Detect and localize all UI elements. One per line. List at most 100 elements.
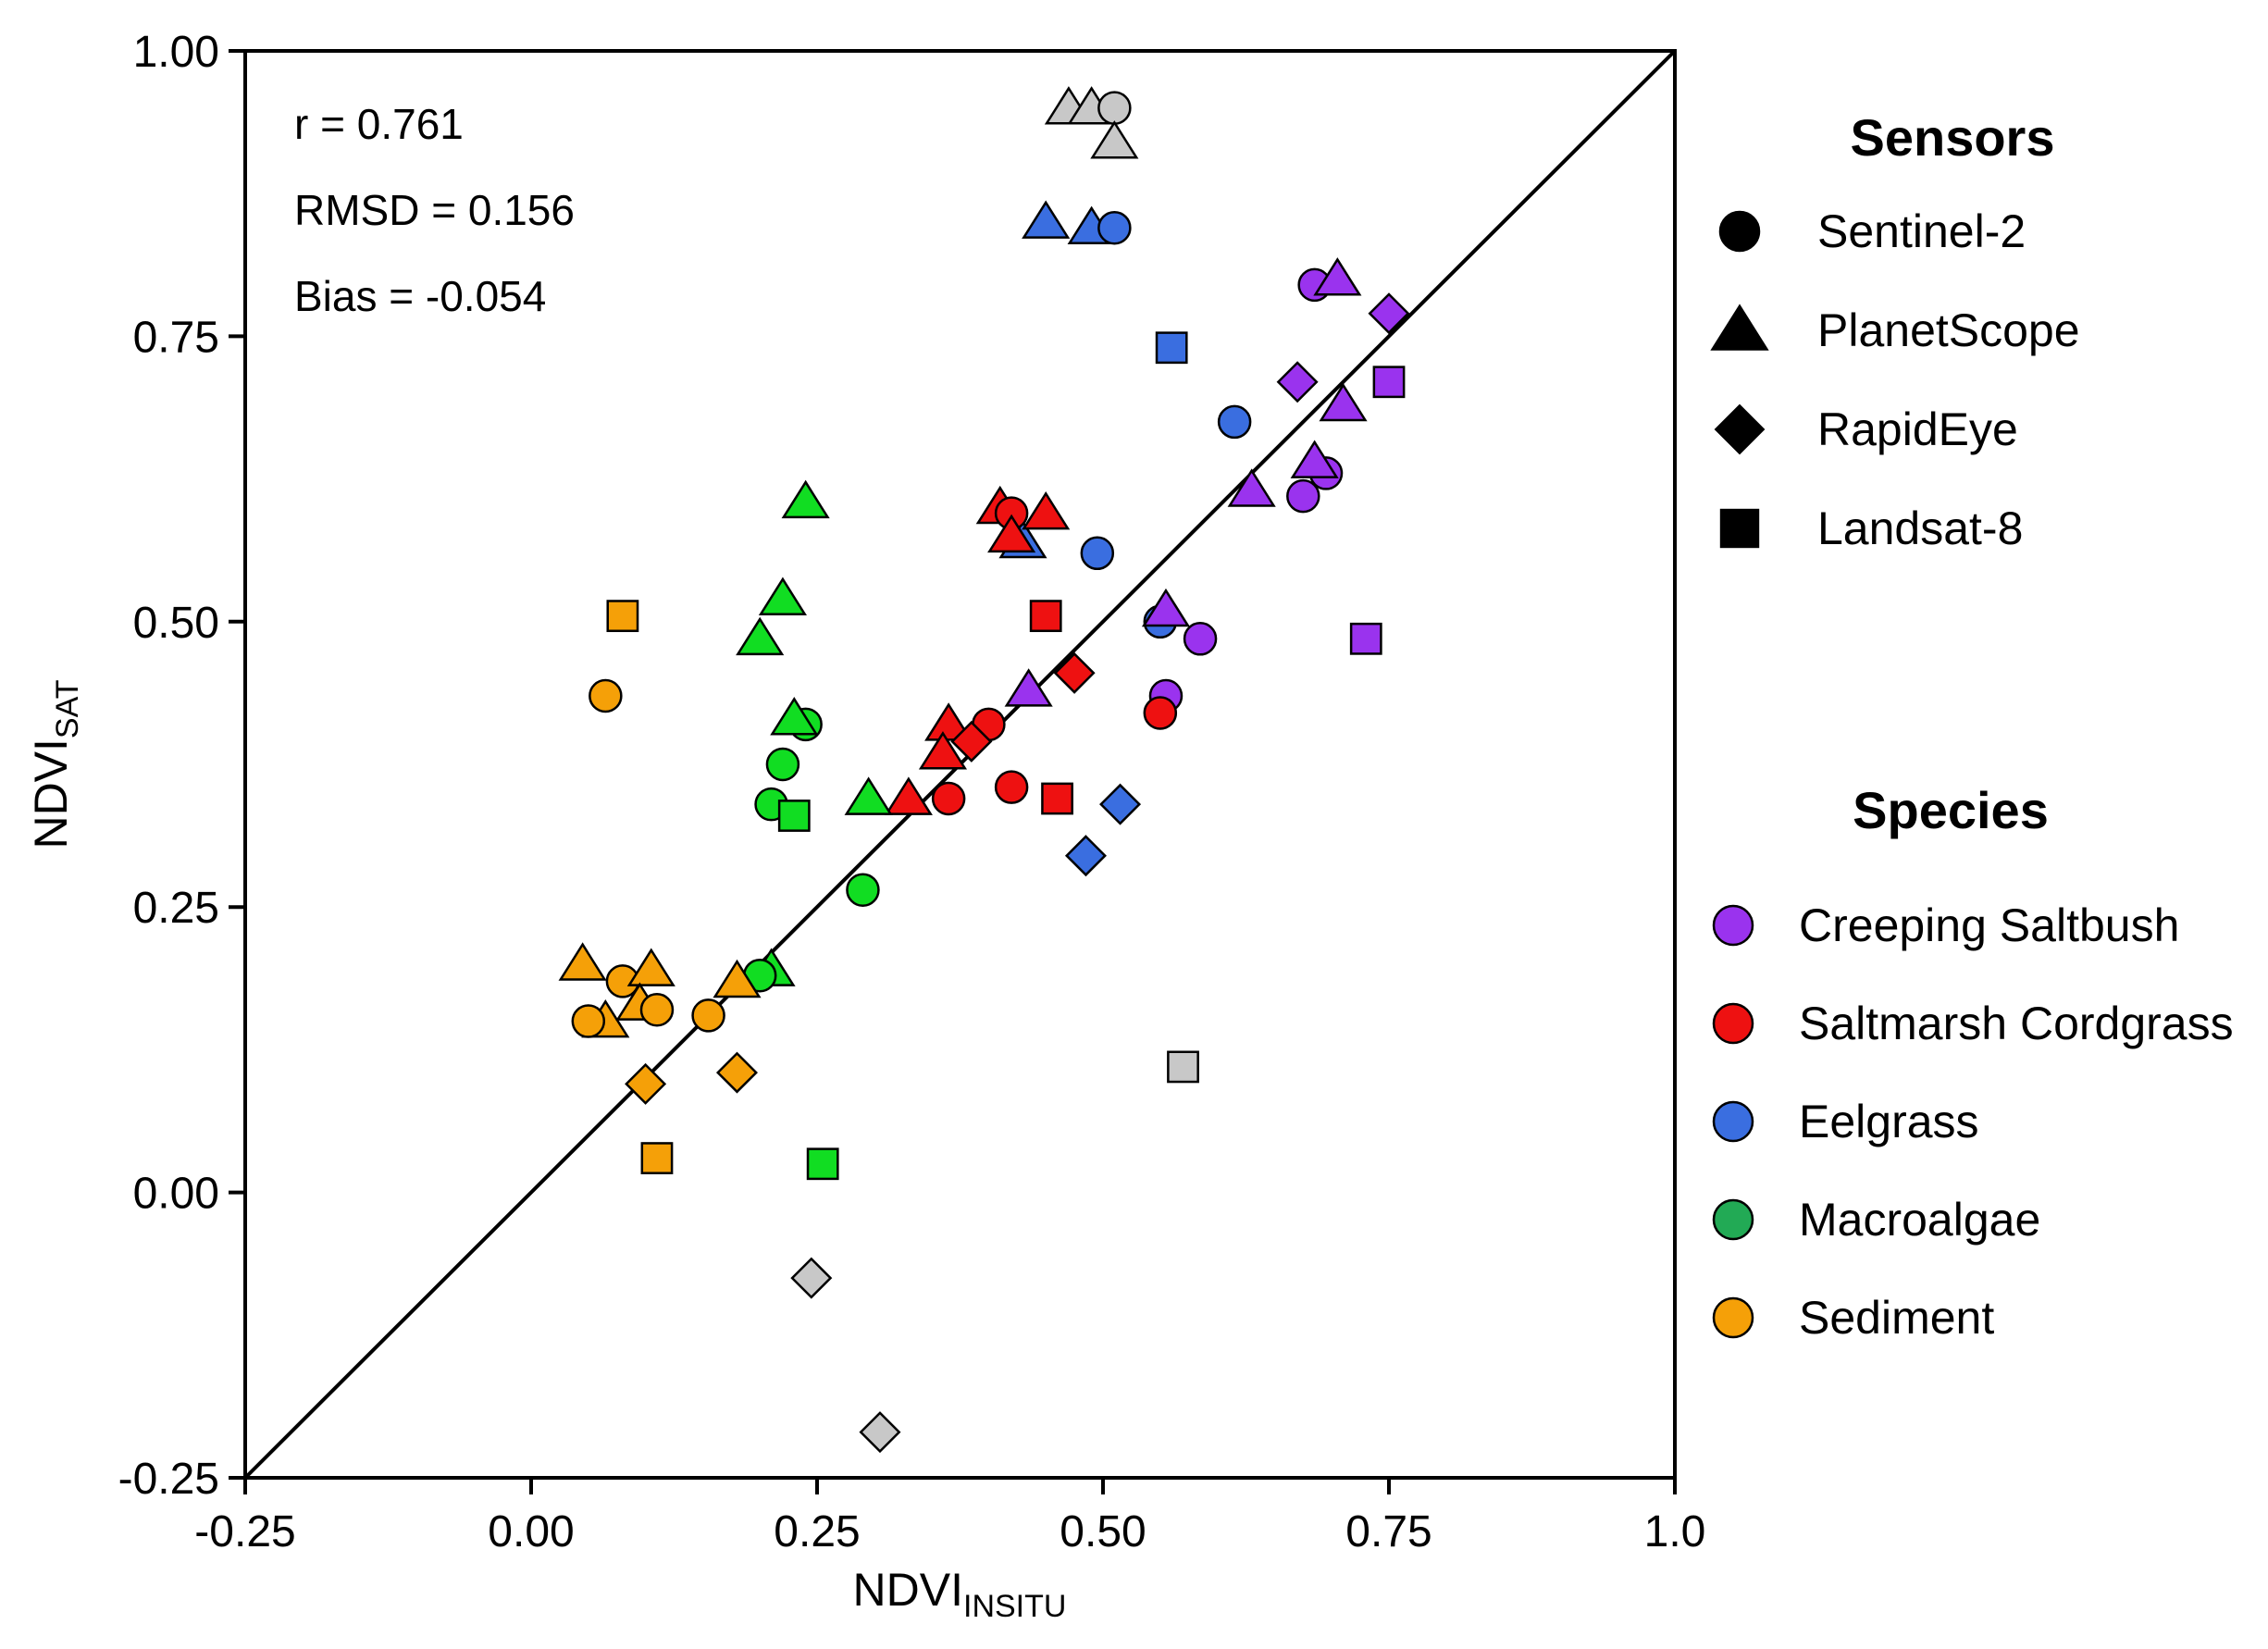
- data-point-macroalgae-circle: [765, 747, 800, 782]
- data-point-sediment-square: [606, 600, 639, 633]
- y-tick-label: 0.50: [133, 599, 219, 648]
- legend-species-label: Eelgrass: [1799, 1096, 1979, 1147]
- y-tick-label: -0.25: [118, 1455, 219, 1504]
- x-axis-title: NDVIINSITU: [853, 1564, 1067, 1624]
- data-point-sediment-triangle: [558, 942, 607, 981]
- data-point-saltbush-triangle: [1290, 440, 1339, 478]
- legend-sensors: Sensors Sentinel-2 PlanetScope RapidEye Lan…: [1710, 108, 2080, 554]
- y-tick-label: 0.25: [133, 884, 219, 933]
- data-point-cordgrass-diamond: [950, 720, 993, 763]
- data-point-saltbush-circle: [1183, 622, 1218, 656]
- y-axis-title-sub: SAT: [50, 679, 85, 738]
- x-tick-label: 0.00: [488, 1507, 574, 1556]
- y-tick-label: 0.00: [133, 1170, 219, 1219]
- x-tick-label: 0.50: [1060, 1507, 1146, 1556]
- data-point-sediment-triangle: [626, 948, 675, 986]
- data-point-saltbush-square: [1349, 622, 1382, 655]
- data-point-macroalgae-triangle: [844, 776, 893, 815]
- legend-sensor-square-icon: [1719, 508, 1760, 549]
- stat-r: r = 0.761: [294, 100, 464, 148]
- data-point-cordgrass-circle: [1143, 696, 1178, 730]
- data-point-macroalgae-triangle: [781, 479, 830, 519]
- stat-bias: Bias = -0.054: [294, 272, 546, 320]
- x-tick-label: 0.25: [774, 1507, 860, 1556]
- data-point-saltbush-circle: [1286, 478, 1320, 514]
- data-point-sediment-diamond: [715, 1051, 758, 1094]
- legend-sensor-circle-icon: [1718, 210, 1761, 253]
- data-point-eelgrass-circle: [1080, 536, 1115, 571]
- data-point-sediment-diamond: [625, 1062, 667, 1105]
- data-point-cordgrass-diamond: [1053, 651, 1096, 694]
- x-axis-title-main: NDVI: [853, 1564, 963, 1616]
- legend-sensor-label: PlanetScope: [1817, 304, 2080, 356]
- data-point-macroalgae-circle: [846, 873, 880, 907]
- stats-annotation: r = 0.761 RMSD = 0.156 Bias = -0.054: [294, 100, 575, 320]
- data-point-macroalgae-square: [777, 800, 811, 832]
- data-point-cordgrass-triangle: [918, 731, 968, 770]
- data-point-sediment-circle: [571, 1004, 606, 1038]
- x-tick-label: -0.25: [194, 1507, 295, 1556]
- data-point-saltbush-diamond: [1276, 361, 1319, 403]
- data-point-eelgrass-circle: [1217, 404, 1252, 440]
- legend-sensor-label: Sentinel-2: [1817, 205, 2026, 257]
- data-point-macroalgae-triangle: [770, 697, 819, 736]
- data-point-excluded-circle: [1097, 91, 1132, 125]
- legend-species-eelgrass-icon: [1712, 1100, 1754, 1143]
- data-point-cordgrass-triangle: [1022, 491, 1071, 530]
- y-axis-title: NDVISAT: [25, 679, 85, 849]
- legend-species-cordgrass-icon: [1712, 1002, 1754, 1045]
- data-point-cordgrass-triangle: [884, 776, 933, 815]
- data-point-sediment-circle: [589, 678, 623, 713]
- data-point-saltbush-triangle: [1319, 382, 1368, 422]
- data-point-eelgrass-triangle: [1022, 200, 1071, 239]
- data-point-macroalgae-square: [806, 1147, 839, 1181]
- y-tick-label: 1.00: [133, 28, 219, 77]
- legend-sensor-label: RapidEye: [1817, 403, 2018, 455]
- data-point-cordgrass-circle: [931, 781, 966, 816]
- y-tick-label: 0.75: [133, 313, 219, 362]
- data-point-cordgrass-triangle: [987, 514, 1036, 553]
- data-point-excluded-square: [1167, 1050, 1199, 1084]
- data-point-excluded-diamond: [859, 1411, 901, 1454]
- data-point-eelgrass-circle: [1097, 210, 1132, 245]
- legend-sensor-triangle-icon: [1710, 304, 1769, 351]
- x-axis-title-sub: INSITU: [963, 1589, 1066, 1624]
- data-point-saltbush-triangle: [1227, 468, 1276, 507]
- data-point-eelgrass-square: [1155, 331, 1188, 365]
- data-points: [558, 86, 1410, 1454]
- legend-species-saltbush-icon: [1712, 904, 1754, 947]
- data-point-macroalgae-triangle: [758, 577, 807, 615]
- legend-sensor-label: Landsat-8: [1817, 502, 2023, 554]
- legend-sensors-title: Sensors: [1851, 108, 2055, 167]
- plot-area: [243, 49, 1677, 1480]
- data-point-excluded-triangle: [1090, 120, 1139, 159]
- legend-species-label: Sediment: [1799, 1292, 1994, 1344]
- y-axis-title-main: NDVI: [25, 738, 77, 849]
- data-point-cordgrass-triangle: [924, 702, 973, 741]
- data-point-cordgrass-circle: [994, 770, 1029, 804]
- legend-species: Species Creeping Saltbush Saltmarsh Cordg…: [1712, 781, 2234, 1344]
- x-tick-label: 0.75: [1345, 1507, 1431, 1556]
- legend-species-label: Macroalgae: [1799, 1194, 2040, 1246]
- data-point-saltbush-diamond: [1368, 292, 1410, 335]
- x-axis-ticks: -0.25 0.00 0.25 0.50 0.75 1.0: [194, 1478, 1705, 1556]
- data-point-sediment-circle: [639, 992, 675, 1027]
- legend-species-macroalgae-icon: [1712, 1198, 1754, 1241]
- data-point-eelgrass-diamond: [1099, 783, 1142, 825]
- legend-species-label: Saltmarsh Cordgrass: [1799, 998, 2234, 1049]
- data-point-eelgrass-diamond: [1064, 835, 1107, 877]
- data-point-sediment-triangle: [713, 959, 762, 998]
- data-point-saltbush-square: [1372, 366, 1406, 399]
- x-tick-label: 1.0: [1644, 1507, 1706, 1556]
- data-point-cordgrass-square: [1029, 600, 1062, 633]
- data-point-macroalgae-triangle: [736, 616, 785, 656]
- data-point-sediment-square: [640, 1142, 674, 1174]
- legend-species-label: Creeping Saltbush: [1799, 899, 2179, 951]
- data-point-saltbush-triangle: [1141, 588, 1191, 627]
- stat-rmsd: RMSD = 0.156: [294, 186, 575, 234]
- data-point-excluded-diamond: [790, 1257, 833, 1299]
- data-point-sediment-circle: [691, 998, 725, 1033]
- legend-sensor-diamond-icon: [1714, 403, 1766, 455]
- data-point-cordgrass-square: [1041, 782, 1073, 815]
